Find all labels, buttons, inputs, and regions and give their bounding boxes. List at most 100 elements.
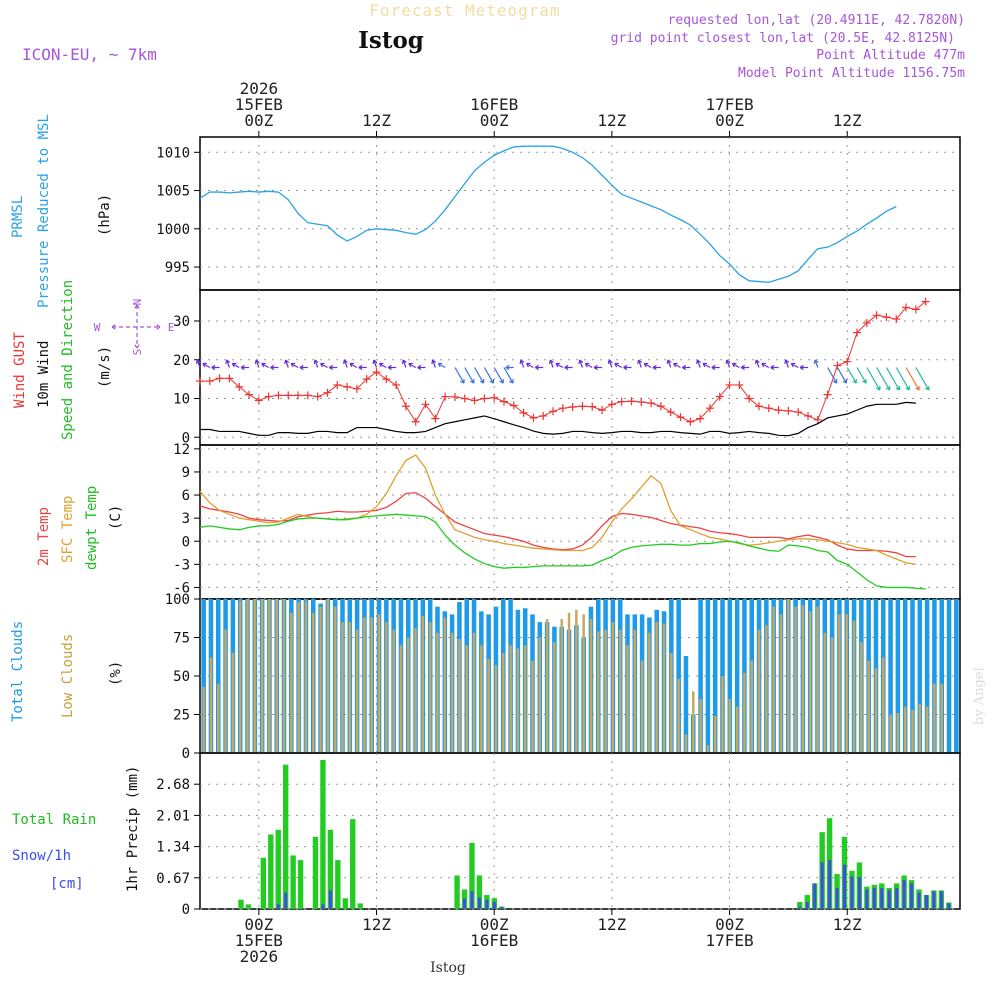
low-clouds-bar [209, 657, 213, 753]
snow-bar [910, 883, 914, 909]
total-clouds-bar [698, 599, 703, 753]
wind-direction-arrow [520, 359, 525, 368]
wind-direction-arrow [608, 359, 613, 368]
wind-direction-arrow [885, 367, 900, 391]
low-clouds-bar [290, 612, 293, 753]
low-clouds-bar [355, 629, 359, 753]
low-clouds-bar [567, 612, 571, 753]
wind-arrow-head [842, 379, 848, 384]
gust-marker [421, 400, 430, 409]
y-tick-label: 0 [182, 902, 190, 918]
low-clouds-bar [618, 629, 622, 753]
snow-bar [902, 880, 906, 909]
low-clouds-bar [297, 602, 300, 753]
low-clouds-bar [845, 614, 848, 753]
low-clouds-bar [246, 599, 249, 753]
total-clouds-bar [895, 599, 901, 753]
gust-marker [843, 357, 852, 366]
wind-arrow-head [905, 386, 910, 391]
low-clouds-bar [794, 606, 797, 753]
top-time-label: 12Z [833, 111, 862, 130]
wind-arrow-head [489, 379, 495, 384]
wind-direction-arrow [474, 367, 485, 384]
wind-direction-arrow [226, 359, 230, 368]
gust-marker [343, 382, 352, 391]
low-clouds-bar [670, 652, 673, 753]
snow-bar [887, 890, 891, 909]
low-clouds-bar [933, 683, 936, 753]
gust-marker [372, 368, 381, 377]
wind-arrow-head [548, 359, 554, 365]
gust-marker [254, 396, 263, 405]
low-clouds-bar [838, 614, 841, 753]
gust-marker [490, 393, 499, 402]
panel-frame [199, 444, 961, 600]
gust-marker [666, 408, 675, 417]
wind-direction-arrow [231, 362, 240, 369]
pressure-unit: (hPa) [97, 194, 113, 236]
credit-watermark: by Angel [972, 667, 987, 725]
rain-bar [260, 857, 267, 909]
wind-arrow-head [696, 359, 701, 365]
rain-bar [268, 834, 274, 909]
low-clouds-bar [662, 623, 666, 753]
total-clouds-bar [705, 599, 711, 753]
pressure-series-line [199, 145, 897, 284]
y-tick-label: 10 [173, 392, 190, 408]
wind-arrow-head [832, 379, 838, 384]
gust-marker [245, 390, 254, 399]
y-tick-label: 1.34 [156, 840, 190, 856]
gust-marker [627, 397, 636, 406]
wind-arrow-head [328, 364, 334, 371]
top-time-label: 16FEB [470, 95, 518, 114]
low-clouds-bar [465, 645, 468, 753]
wind-arrow-head [711, 364, 716, 371]
wind-direction-arrow [856, 367, 867, 384]
compass-icon: N S W E [94, 299, 175, 356]
low-clouds-bar [633, 629, 637, 753]
wind-arrow-head [637, 359, 643, 365]
low-clouds-bar [282, 599, 286, 753]
gust-marker [656, 402, 665, 411]
low-clouds-bar [677, 679, 680, 753]
gust-marker [274, 391, 283, 400]
y-tick-label: 995 [165, 260, 190, 276]
low-clouds-bar [399, 645, 403, 753]
snow-bar [470, 891, 474, 909]
wind-arrow-head [564, 364, 569, 371]
low-clouds-bar [450, 632, 454, 753]
low-clouds-bar [217, 683, 220, 753]
wind-arrow-head [509, 379, 514, 384]
wind-arrow-head [270, 364, 275, 371]
wind-arrow-head [862, 379, 867, 384]
low-clouds-bar [385, 622, 388, 753]
wind-direction-arrow [895, 367, 910, 391]
gust-marker [294, 391, 303, 400]
gust-marker [588, 402, 597, 411]
compass-west: W [94, 321, 101, 334]
low-clouds-bar [553, 642, 556, 753]
low-clouds-bar [545, 619, 549, 753]
low-clouds-bar [874, 668, 878, 753]
wind-arrow-head [284, 359, 290, 365]
low-clouds-bar [735, 706, 739, 753]
low-clouds-bar [253, 599, 257, 753]
gust-marker [725, 380, 734, 389]
wind-arrow-head [525, 362, 531, 368]
low-clouds-bar [341, 622, 344, 753]
snow-bar [857, 877, 861, 909]
gust-marker [264, 392, 273, 401]
wind-arrow-head [652, 364, 657, 371]
snow-bar [947, 903, 951, 909]
wind-arrow-head [505, 364, 510, 371]
low-clouds-bar [757, 629, 761, 753]
bottom-time-label: 12Z [597, 915, 626, 934]
gust-marker [225, 374, 234, 383]
low-clouds-bar [480, 645, 483, 753]
y-tick-label: 3 [182, 511, 190, 527]
low-clouds-bar [640, 660, 644, 753]
low-clouds-bar [538, 637, 542, 753]
wind-arrow-head [813, 359, 819, 365]
gust-marker [647, 399, 656, 408]
y-tick-label: 12 [173, 442, 190, 458]
